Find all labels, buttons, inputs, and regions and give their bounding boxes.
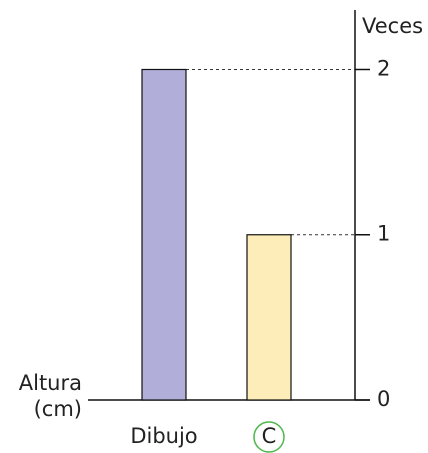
category-circle (253, 421, 285, 453)
bar (246, 234, 292, 401)
x-tick-label: Dibujo (130, 424, 197, 448)
x-tick-label: C (262, 424, 277, 448)
x-axis-label: (cm) (34, 397, 82, 421)
y-axis-label: Veces (362, 14, 423, 38)
bar (141, 68, 187, 401)
y-tick-label: 0 (377, 387, 390, 411)
x-axis-label: Altura (19, 371, 82, 395)
y-tick-label: 1 (377, 222, 390, 246)
y-tick-label: 2 (377, 56, 390, 80)
